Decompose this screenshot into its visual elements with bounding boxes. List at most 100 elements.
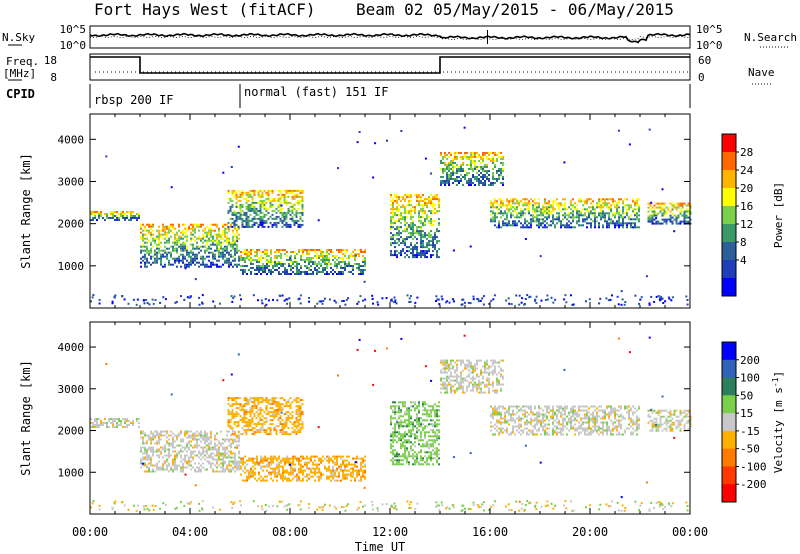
colorbar-tick-label: -50 [740,443,760,456]
colorbar-swatch [722,278,736,297]
freq-frame [89,53,691,81]
colorbar: 200 100 50 15 -15 -50 -100 -200 Velocity [m s-1] [721,341,786,503]
colorbar-swatch [722,395,736,414]
echo-region [90,211,140,221]
y-tick-label: 1000 [58,466,85,479]
nave-tick-bottom: 0 [698,71,705,84]
nave-label: Nave [748,66,775,79]
echo-region [490,198,640,229]
colorbar-label: Velocity [m s-1] [771,371,786,473]
freq-tick-bottom: 8 [50,71,57,84]
colorbar-swatch [722,342,736,361]
nsearch-tick-top: 10^5 [696,23,723,36]
cpid-segment-label: normal (fast) 151 IF [244,85,389,99]
y-tick-label: 3000 [58,383,85,396]
colorbar-tick-label: 12 [740,218,753,231]
freq-tick-top: 18 [44,54,57,67]
y-tick-label: 4000 [58,341,85,354]
colorbar-swatch [722,359,736,379]
scatter-points [90,334,689,512]
colorbar-swatch [722,242,736,261]
colorbar-swatch [722,206,736,225]
x-tick-label: 04:00 [172,525,208,539]
chart-title: Fort Hays West (fitACF) [94,0,316,19]
colorbar-label: Power [dB] [772,182,785,248]
echo-region [240,455,366,482]
cpid-label: CPID [6,87,35,101]
echo-region [647,409,692,432]
nsearch-tick-bottom: 10^0 [696,39,723,52]
y-tick-label: 1000 [58,260,85,273]
nsky-tick-bottom: 10^0 [60,39,87,52]
colorbar-swatch [722,188,736,207]
frequency-trace [90,56,690,74]
y-tick-label: 2000 [58,218,85,231]
power-panel: 1000 2000 3000 4000 Slant Range [km] 28 24 20 16… [19,113,785,309]
echo-region [140,223,240,268]
colorbar-tick-label: 24 [740,164,754,177]
colorbar-swatch [722,260,736,279]
nsearch-label: N.Search [744,31,797,44]
velocity-panel: 1000 2000 3000 4000 Slant Range [km] 200 100 50… [19,321,786,515]
echo-region [440,359,504,394]
echo-region [140,430,240,473]
colorbar-tick-label: -15 [740,425,760,438]
y-tick-label: 3000 [58,175,85,188]
colorbar-tick-label: 100 [740,372,760,385]
nsky-trace [89,32,691,44]
colorbar-swatch [722,377,736,396]
colorbar-swatch [722,466,736,485]
x-tick-label: 16:00 [472,525,508,539]
colorbar-tick-label: 4 [740,254,747,267]
scatter-points [90,126,689,306]
axes-layer: 00:00 04:00 08:00 12:00 16:00 20:00 00:00 Time … [72,525,708,554]
colorbar-label-close: ] [772,371,785,378]
echo-region [227,189,304,228]
y-tick-label: 2000 [58,425,85,438]
colorbar-tick-label: 16 [740,200,753,213]
colorbar-tick-label: -200 [740,478,767,491]
echo-region [90,418,140,428]
colorbar: 28 24 20 16 12 8 4 Power [dB] [721,133,785,297]
echo-region [390,401,440,466]
y-axis-label: Slant Range [km] [19,153,33,269]
echo-region [240,249,366,275]
nsearch-trace [89,36,691,40]
x-tick-label: 08:00 [272,525,308,539]
colorbar-tick-label: 50 [740,389,753,402]
echo-region [490,405,640,436]
colorbar-swatch [722,224,736,243]
colorbar-swatch [722,152,736,171]
colorbar-tick-label: 28 [740,146,753,159]
nave-tick-top: 60 [698,54,711,67]
echo-region [440,152,504,186]
x-tick-label: 00:00 [72,525,108,539]
colorbar-tick-label: 15 [740,407,753,420]
colorbar-tick-label: -100 [740,460,767,473]
x-tick-label: 12:00 [372,525,408,539]
colorbar-frame [721,341,737,503]
colorbar-swatch [722,430,736,450]
freq-unit: [MHz] [3,67,37,80]
freq-label: Freq. [6,55,40,68]
colorbar-tick-label: 200 [740,354,760,367]
colorbar-tick-label: 8 [740,236,747,249]
echo-region [390,194,440,259]
colorbar-swatch [722,170,736,189]
nsky-label: N.Sky [2,31,36,44]
colorbar-frame [721,133,737,297]
colorbar-tick-label: 20 [740,182,753,195]
echo-region [227,397,304,436]
chart-subtitle: Beam 02 05/May/2015 - 06/May/2015 [356,0,674,19]
colorbar-swatch [722,484,736,503]
y-axis-label: Slant Range [km] [19,360,33,476]
colorbar-swatch [722,448,736,467]
colorbar-label-exponent: -1 [771,377,780,387]
colorbar-swatch [722,134,736,153]
cpid-segment-label: rbsp 200 IF [94,93,173,107]
nsky-tick-top: 10^5 [60,23,87,36]
y-tick-label: 4000 [58,133,85,146]
x-axis-label: Time UT [355,540,406,554]
